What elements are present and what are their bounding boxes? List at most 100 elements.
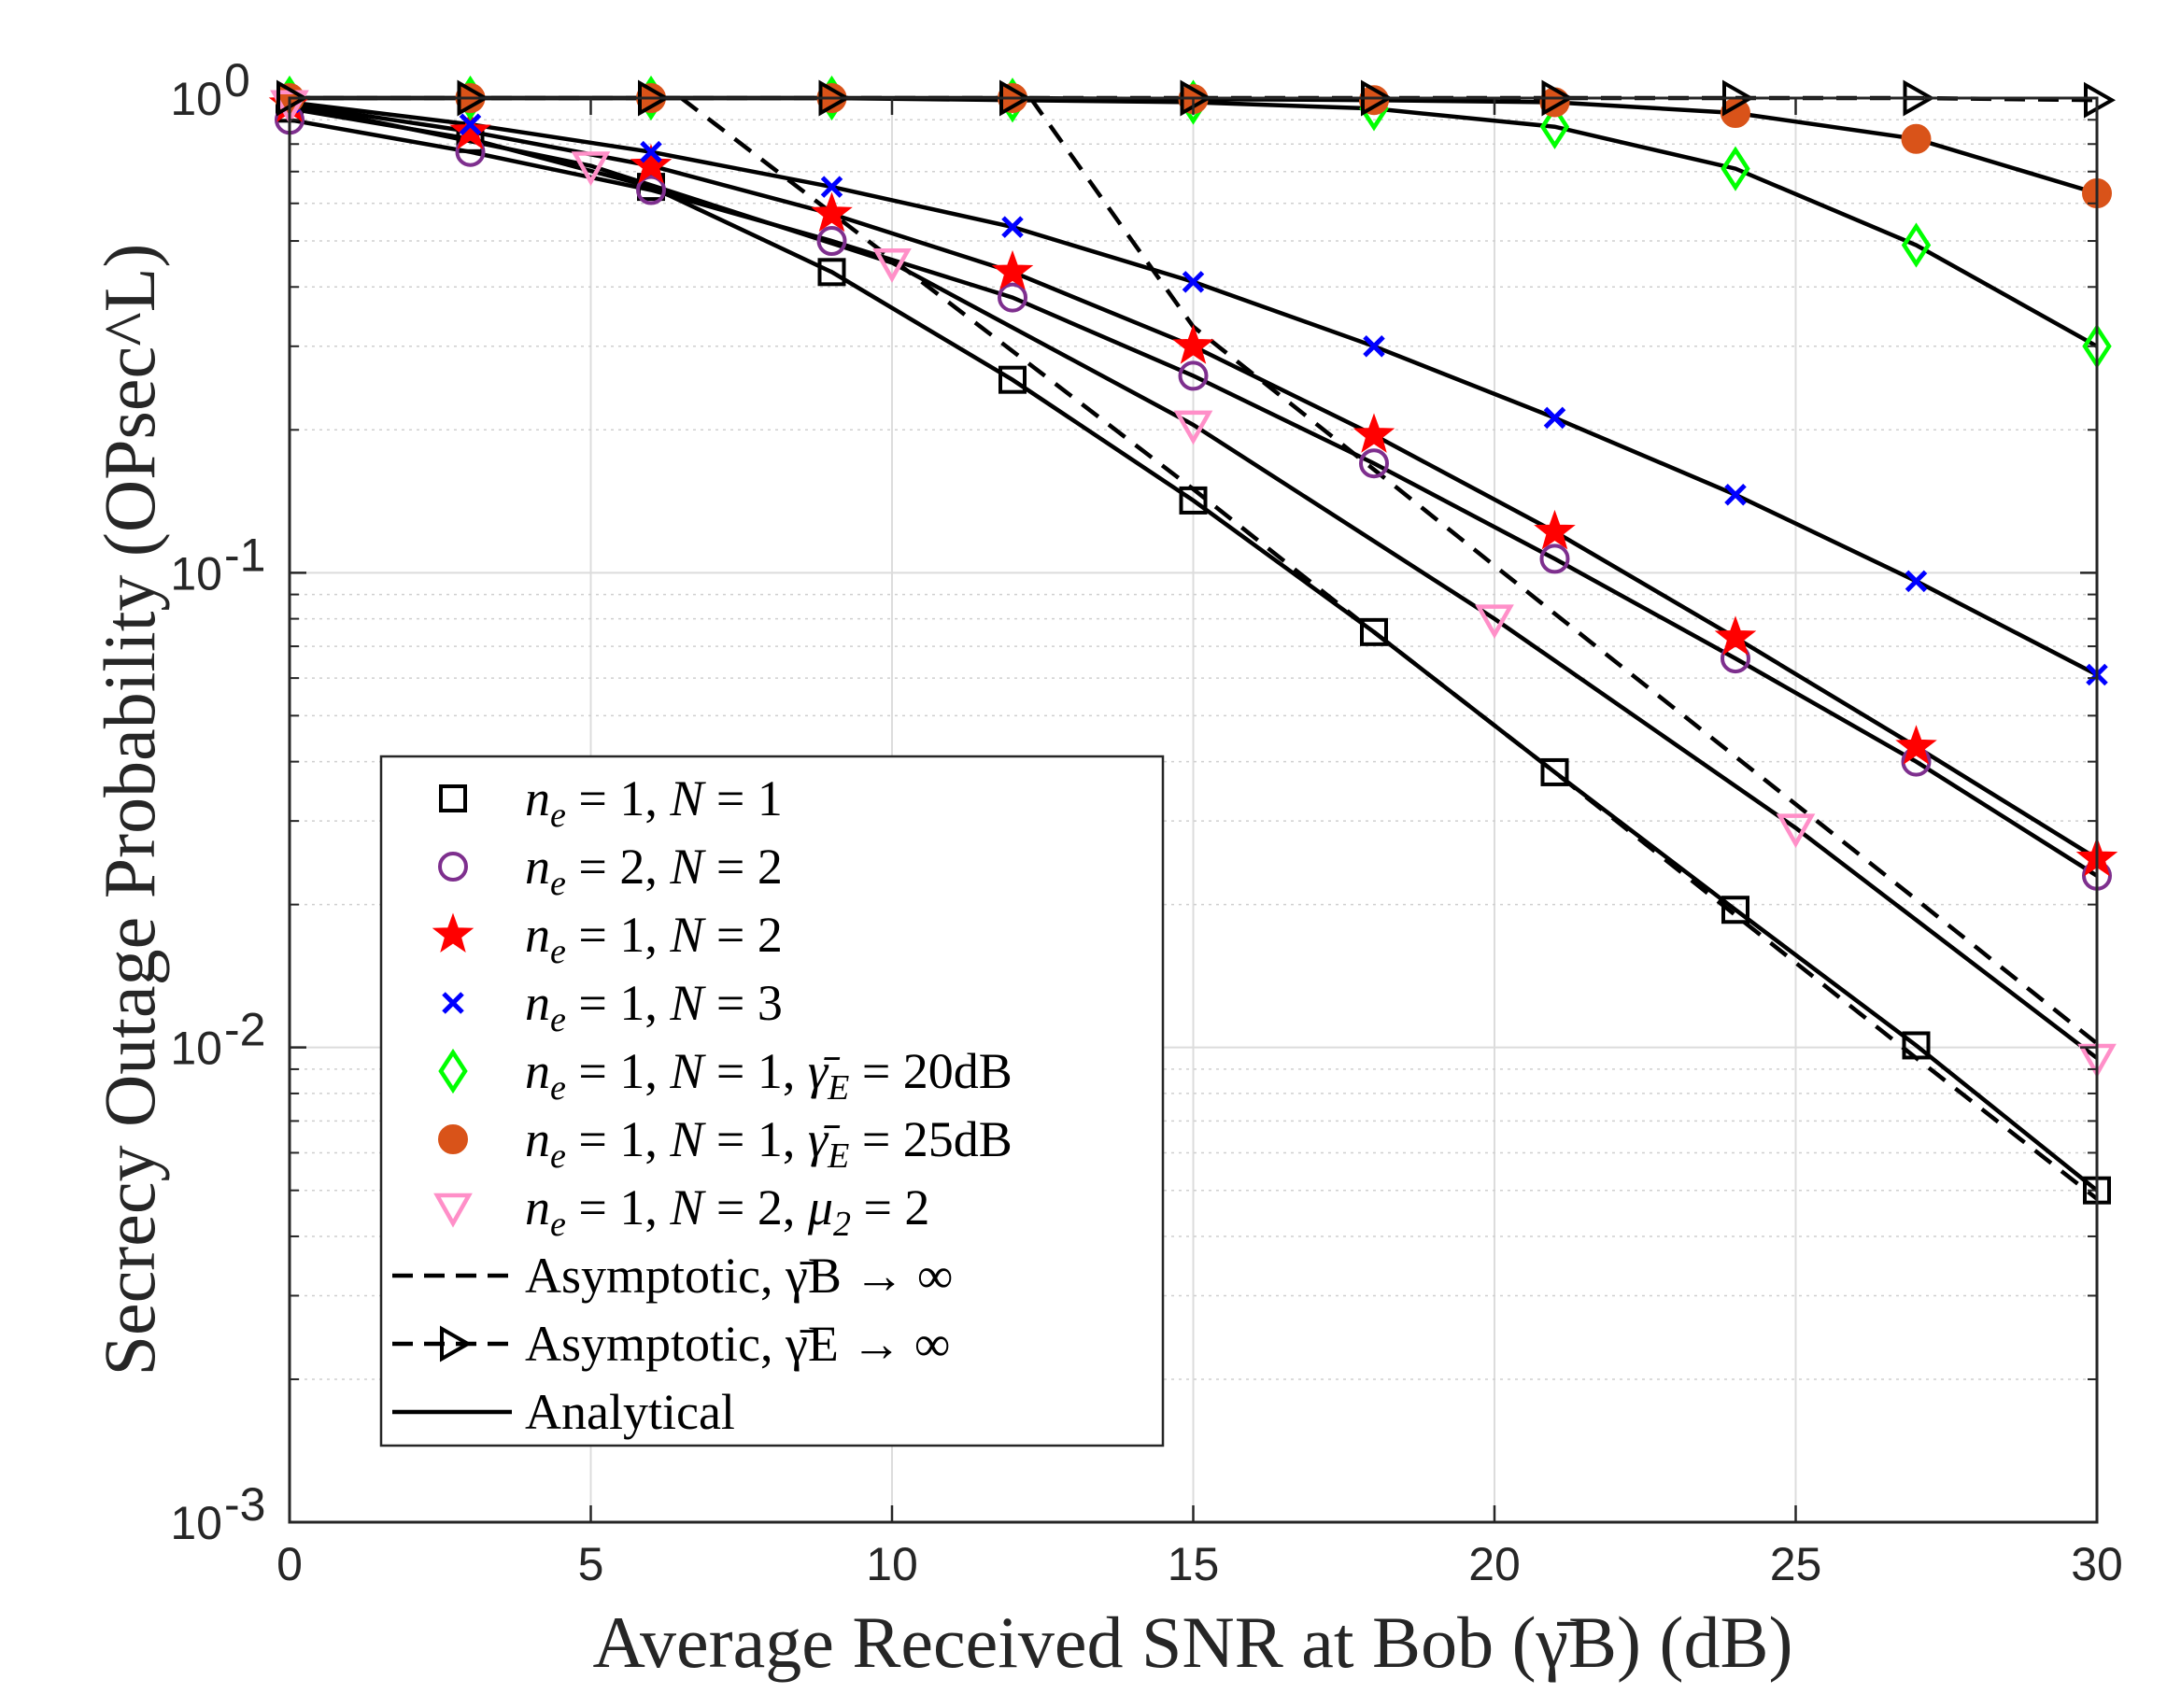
data-point bbox=[1363, 335, 1385, 358]
x-tick-label: 5 bbox=[578, 1538, 604, 1590]
legend-text-part: N bbox=[669, 907, 706, 963]
legend-text-part: e bbox=[550, 1205, 566, 1244]
legend-text-part: μ bbox=[807, 1179, 833, 1235]
data-point bbox=[270, 90, 309, 125]
x-axis-label: Average Received SNR at Bob (γ̄B) (dB) bbox=[592, 1602, 1792, 1683]
data-point bbox=[2084, 81, 2117, 119]
legend-text-part: = 1, bbox=[566, 770, 670, 826]
legend-text-part: N bbox=[669, 1043, 706, 1099]
legend-text-part: e bbox=[550, 1000, 566, 1039]
data-point bbox=[1173, 410, 1213, 445]
x-tick-label: 25 bbox=[1770, 1538, 1822, 1590]
legend-text-part: N bbox=[669, 1179, 706, 1235]
data-point bbox=[1172, 324, 1214, 364]
legend-text-part: 2 bbox=[833, 1205, 851, 1244]
y-tick-label: 10 bbox=[170, 1497, 222, 1549]
legend: ne = 1, N = 1ne = 2, N = 2ne = 1, N = 2n… bbox=[379, 755, 1165, 1447]
legend-text-part: = 20dB bbox=[849, 1043, 1012, 1099]
x-tick-label: 15 bbox=[1168, 1538, 1220, 1590]
legend-text-part: E bbox=[827, 1068, 849, 1108]
data-point bbox=[1721, 146, 1750, 191]
data-point bbox=[1534, 509, 1576, 550]
y-tick-exponent: -3 bbox=[224, 1478, 265, 1531]
data-point bbox=[571, 151, 611, 187]
data-point bbox=[1540, 757, 1569, 786]
y-tick-exponent: -1 bbox=[224, 529, 265, 581]
data-point bbox=[872, 248, 912, 283]
legend-entry: ne = 1, N = 2, μ2 = 2 bbox=[525, 1179, 929, 1244]
legend-text-part: = 1, bbox=[566, 1111, 670, 1167]
data-point bbox=[1353, 413, 1395, 453]
data-point bbox=[1359, 448, 1389, 479]
data-point bbox=[1001, 216, 1024, 238]
legend-text-part: n bbox=[525, 770, 550, 826]
data-point bbox=[630, 144, 673, 184]
legend-text-part: = 2 bbox=[703, 1179, 782, 1235]
legend-text-part: = 1 bbox=[703, 1043, 782, 1099]
x-tick-label: 30 bbox=[2071, 1538, 2123, 1590]
legend-text-part: , bbox=[783, 1111, 808, 1167]
legend-entry: Asymptotic, γ̄E → ∞ bbox=[525, 1316, 950, 1372]
data-point bbox=[1721, 896, 1749, 925]
legend-entry: ne = 1, N = 3 bbox=[525, 975, 783, 1039]
y-tick-exponent: 0 bbox=[224, 54, 250, 106]
legend-marker bbox=[438, 1048, 468, 1094]
x-tick-label: 10 bbox=[866, 1538, 918, 1590]
legend-text-part: n bbox=[525, 1179, 550, 1235]
data-point bbox=[1539, 543, 1570, 574]
data-point bbox=[817, 258, 846, 287]
legend-text-part: = 1 bbox=[703, 770, 782, 826]
y-tick-label: 10 bbox=[170, 73, 222, 125]
legend-entry: ne = 1, N = 1, γ̄E = 25dB bbox=[525, 1111, 1013, 1176]
analytical-line bbox=[289, 118, 2099, 878]
x-tick-label: 0 bbox=[276, 1538, 303, 1590]
data-point bbox=[1724, 484, 1747, 506]
y-tick-label: 10 bbox=[170, 547, 222, 600]
legend-text-part: e bbox=[550, 1068, 566, 1108]
legend-text-part: = 1, bbox=[566, 1179, 670, 1235]
legend-text-part: e bbox=[550, 796, 566, 835]
legend-text-part: = 1 bbox=[703, 1111, 782, 1167]
legend-text-part: = 2 bbox=[703, 839, 782, 895]
legend-entry: ne = 1, N = 1 bbox=[525, 770, 783, 835]
data-point bbox=[459, 113, 482, 135]
legend-text-part: = 25dB bbox=[849, 1111, 1012, 1167]
legend-text-part: n bbox=[525, 1043, 550, 1099]
legend-entry: Asymptotic, γ̄B → ∞ bbox=[525, 1248, 953, 1304]
data-point bbox=[636, 175, 666, 205]
legend-text-part: e bbox=[550, 932, 566, 971]
data-point bbox=[1895, 725, 1937, 765]
y-tick-exponent: -2 bbox=[224, 1004, 265, 1056]
data-point bbox=[1776, 813, 1816, 849]
legend-text-part: n bbox=[525, 907, 550, 963]
legend-marker bbox=[432, 912, 474, 953]
data-point bbox=[811, 191, 853, 233]
legend-entry: ne = 1, N = 1, γ̄E = 20dB bbox=[525, 1043, 1013, 1108]
data-point bbox=[1475, 604, 1514, 640]
analytical-line bbox=[289, 102, 2099, 1060]
legend-text-part: N bbox=[669, 770, 706, 826]
data-point bbox=[1182, 271, 1205, 293]
legend-text-part: N bbox=[669, 1111, 706, 1167]
data-point bbox=[276, 79, 309, 117]
legend-text-part: N bbox=[669, 839, 706, 895]
legend-entry: ne = 1, N = 2 bbox=[525, 907, 783, 971]
data-point bbox=[816, 226, 847, 257]
legend-text-part: = 2 bbox=[851, 1179, 929, 1235]
legend-marker bbox=[433, 1193, 473, 1228]
legend-box bbox=[379, 755, 1165, 1447]
legend-text-part: , bbox=[783, 1043, 808, 1099]
legend-marker bbox=[440, 1325, 473, 1362]
legend-text-part: = 1, bbox=[566, 1043, 670, 1099]
data-point bbox=[1901, 123, 1932, 154]
data-point bbox=[1905, 570, 1928, 593]
legend-text-part: = 2 bbox=[703, 907, 782, 963]
data-point bbox=[640, 140, 662, 163]
analytical-line bbox=[289, 106, 2099, 1193]
legend-marker bbox=[439, 784, 467, 812]
data-point bbox=[1543, 406, 1566, 430]
data-point bbox=[1539, 104, 1570, 149]
data-point bbox=[991, 249, 1034, 290]
data-point bbox=[998, 365, 1027, 394]
